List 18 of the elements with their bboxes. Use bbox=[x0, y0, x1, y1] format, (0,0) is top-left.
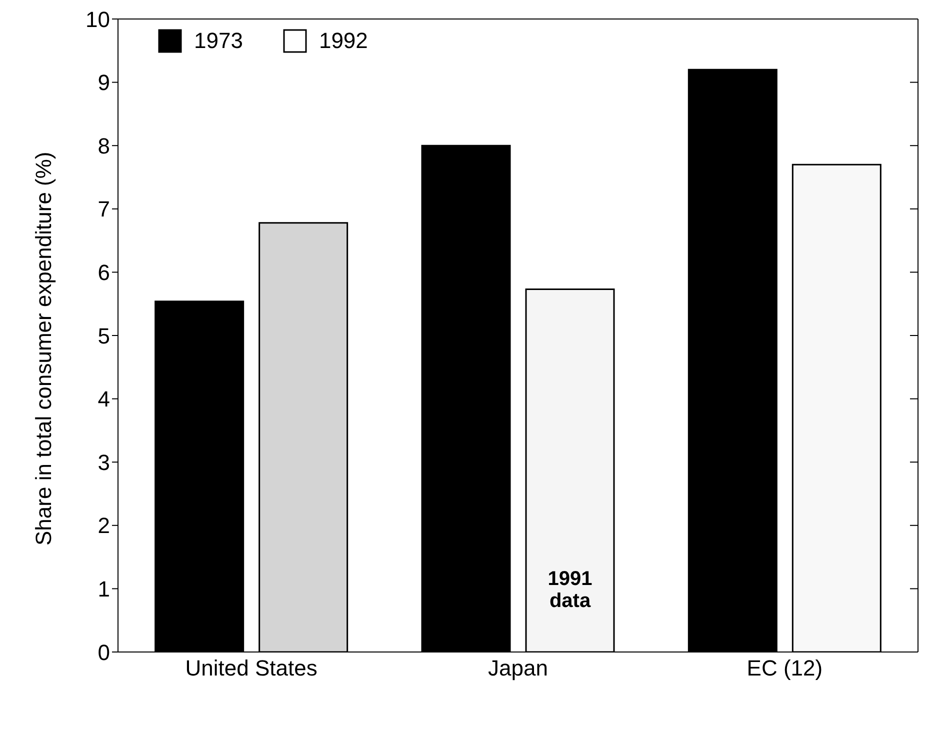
x-tick-label: United States bbox=[185, 656, 318, 681]
y-tick-label: 10 bbox=[86, 6, 110, 32]
y-tick-label: 6 bbox=[98, 260, 110, 286]
y-axis-title: Share in total consumer expenditure (%) bbox=[30, 152, 56, 546]
y-tick-label: 4 bbox=[98, 386, 110, 412]
x-tick-label: EC (12) bbox=[746, 656, 823, 681]
y-tick-label: 8 bbox=[98, 133, 110, 158]
y-tick-label: 5 bbox=[98, 323, 110, 348]
legend-label: 1992 bbox=[318, 28, 368, 54]
x-tick-label: Japan bbox=[488, 656, 548, 681]
legend-label: 1973 bbox=[194, 28, 243, 54]
annotation: 1991 data bbox=[546, 568, 594, 612]
y-tick-label: 9 bbox=[98, 70, 110, 96]
y-tick-label: 3 bbox=[98, 450, 110, 475]
y-tick-label: 2 bbox=[98, 513, 110, 538]
y-tick-label: 7 bbox=[98, 196, 110, 222]
y-tick-label: 0 bbox=[98, 640, 110, 665]
y-tick-label: 1 bbox=[98, 576, 110, 602]
